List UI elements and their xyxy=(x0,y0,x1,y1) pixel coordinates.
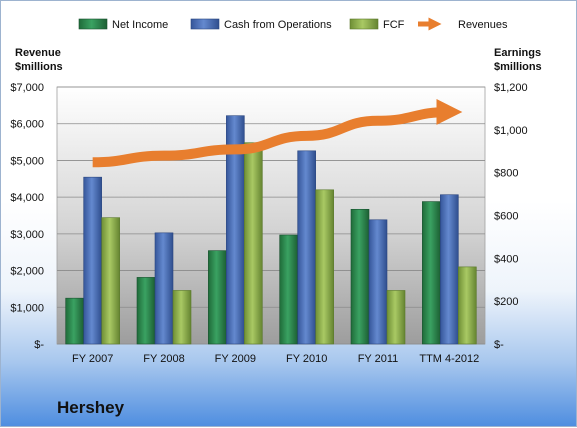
legend-net-income-label: Net Income xyxy=(112,19,168,31)
left-axis-title-line2: $millions xyxy=(15,61,63,73)
legend-fcf: FCF xyxy=(350,19,405,31)
bar-net-income xyxy=(208,251,226,344)
bar-cash-from-operations xyxy=(155,233,173,344)
company-name: Hershey xyxy=(57,398,124,418)
right-axis-ticks: $- $200 $400 $600 $800 $1,000 $1,200 xyxy=(494,82,528,351)
bar-cash-from-operations xyxy=(298,151,316,344)
right-tick-label: $- xyxy=(494,339,504,351)
bar-cash-from-operations xyxy=(369,220,387,344)
bar-cash-from-operations xyxy=(84,177,102,344)
x-tick-label: TTM 4-2012 xyxy=(419,353,479,365)
x-tick-label: FY 2011 xyxy=(358,353,399,365)
bar-cash-from-operations xyxy=(440,195,458,344)
bar-net-income xyxy=(280,235,298,344)
left-axis-title-line1: Revenue xyxy=(15,47,61,59)
right-tick-label: $200 xyxy=(494,296,518,308)
bar-net-income xyxy=(66,298,84,344)
x-axis-ticks: FY 2007 FY 2008 FY 2009 FY 2010 FY 2011 TTM 4… xyxy=(72,353,479,365)
left-tick-label: $6,000 xyxy=(10,119,44,131)
legend-cash-from-operations-label: Cash from Operations xyxy=(224,19,332,31)
legend-revenues: Revenues xyxy=(418,19,508,31)
left-tick-label: $3,000 xyxy=(10,229,44,241)
bar-net-income xyxy=(351,209,369,344)
plot-area xyxy=(57,87,485,344)
right-axis-title-line1: Earnings xyxy=(494,47,541,59)
x-tick-label: FY 2008 xyxy=(143,353,184,365)
x-tick-label: FY 2007 xyxy=(72,353,113,365)
right-axis-title-line2: $millions xyxy=(494,61,542,73)
legend-net-income: Net Income xyxy=(79,19,168,31)
legend: Net Income Cash from Operations FCF Reve… xyxy=(79,19,508,31)
right-tick-label: $1,200 xyxy=(494,82,528,94)
legend-cash-from-operations: Cash from Operations xyxy=(191,19,332,31)
bar-fcf xyxy=(244,143,262,344)
x-tick-label: FY 2010 xyxy=(286,353,327,365)
left-tick-label: $2,000 xyxy=(10,266,44,278)
bar-fcf xyxy=(316,190,334,344)
left-tick-label: $5,000 xyxy=(10,155,44,167)
left-tick-label: $- xyxy=(34,339,44,351)
left-tick-label: $4,000 xyxy=(10,192,44,204)
bar-fcf xyxy=(458,267,476,344)
right-tick-label: $1,000 xyxy=(494,125,528,137)
bar-net-income xyxy=(422,202,440,344)
legend-fcf-label: FCF xyxy=(383,19,405,31)
bar-fcf xyxy=(387,290,405,344)
right-tick-label: $800 xyxy=(494,168,518,180)
legend-revenues-label: Revenues xyxy=(458,19,508,31)
right-tick-label: $600 xyxy=(494,211,518,223)
bar-net-income xyxy=(137,277,155,344)
left-tick-label: $1,000 xyxy=(10,302,44,314)
bar-fcf xyxy=(102,218,120,344)
x-tick-label: FY 2009 xyxy=(215,353,256,365)
bar-fcf xyxy=(173,290,191,344)
left-axis-ticks: $- $1,000 $2,000 $3,000 $4,000 $5,000 $6,000 $7… xyxy=(10,82,44,351)
left-tick-label: $7,000 xyxy=(10,82,44,94)
right-tick-label: $400 xyxy=(494,253,518,265)
